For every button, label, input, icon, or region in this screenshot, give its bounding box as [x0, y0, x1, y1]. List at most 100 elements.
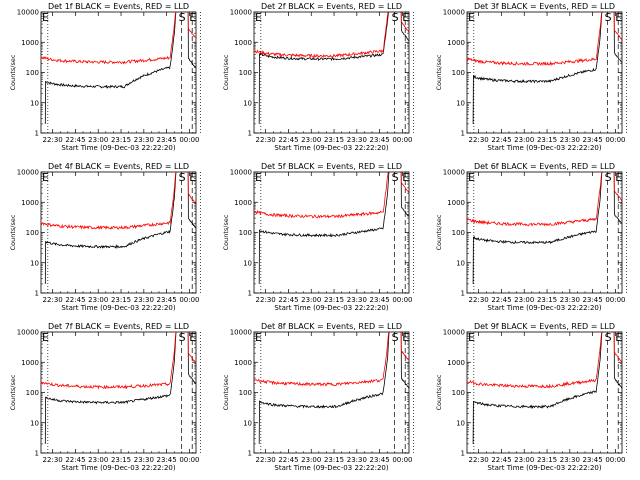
x-tick-label: 23:00	[514, 296, 534, 304]
marker-s: S	[392, 171, 399, 184]
y-axis-label: Counts/sec	[9, 54, 17, 90]
series-red-lld	[254, 12, 409, 59]
y-axis-label: Counts/sec	[222, 374, 230, 410]
x-tick-label: 23:15	[324, 136, 344, 144]
panel-title: Det 6f BLACK = Events, RED = LLD	[474, 162, 615, 171]
y-tick-label: 10000	[17, 9, 39, 17]
series-red-lld	[41, 332, 196, 390]
series-red-lld	[467, 332, 622, 389]
y-tick-label: 10000	[17, 169, 39, 177]
x-tick-label: 23:45	[370, 136, 390, 144]
y-tick-label: 1	[461, 450, 465, 458]
x-tick-label: 22:45	[278, 136, 298, 144]
marker-e-left: E	[468, 11, 475, 24]
x-tick-label: 23:00	[301, 456, 321, 464]
x-axis-label: Start Time (09-Dec-03 22:22:20)	[274, 464, 388, 472]
marker-e-left: E	[42, 171, 49, 184]
x-tick-label: 22:30	[256, 296, 276, 304]
y-tick-label: 1000	[447, 359, 465, 367]
x-tick-label: 23:45	[370, 456, 390, 464]
x-tick-label: 23:45	[583, 136, 603, 144]
panel-det-9: Det 9f BLACK = Events, RED = LLD 1 10 100 10…	[435, 322, 627, 472]
panel-title: Det 4f BLACK = Events, RED = LLD	[48, 162, 189, 171]
panel-det-6: Det 6f BLACK = Events, RED = LLD 1 10 100 10…	[435, 162, 627, 312]
series-black-events	[472, 172, 622, 284]
panel-title: Det 5f BLACK = Events, RED = LLD	[261, 162, 402, 171]
marker-e-left: E	[255, 11, 262, 24]
x-tick-label: 00:00	[605, 136, 625, 144]
x-axis-label: Start Time (09-Dec-03 22:22:20)	[487, 464, 601, 472]
y-tick-label: 10	[243, 259, 252, 267]
x-tick-label: 00:00	[605, 296, 625, 304]
panel-title: Det 1f BLACK = Events, RED = LLD	[48, 2, 189, 11]
y-tick-label: 10	[456, 99, 465, 107]
y-tick-label: 1000	[447, 199, 465, 207]
marker-e-left: E	[42, 331, 49, 344]
series-red-lld	[254, 332, 409, 387]
marker-s: S	[179, 171, 186, 184]
x-tick-label: 22:45	[65, 136, 85, 144]
y-tick-label: 1	[248, 130, 252, 138]
series-red-lld	[254, 172, 409, 219]
x-tick-label: 23:30	[560, 136, 580, 144]
panel-det-1: Det 1f BLACK = Events, RED = LLD 1 10 100 10…	[9, 2, 201, 152]
marker-e: E	[189, 331, 196, 344]
y-tick-label: 1000	[21, 359, 39, 367]
x-tick-label: 22:45	[491, 136, 511, 144]
x-tick-label: 23:45	[583, 456, 603, 464]
y-tick-label: 10000	[230, 9, 252, 17]
y-tick-label: 100	[452, 389, 465, 397]
marker-s: S	[605, 331, 612, 344]
y-tick-label: 100	[26, 389, 39, 397]
series-black-events	[44, 12, 196, 124]
y-tick-label: 100	[452, 69, 465, 77]
x-tick-label: 22:30	[469, 456, 489, 464]
panel-title: Det 7f BLACK = Events, RED = LLD	[48, 322, 189, 331]
series-red-lld	[41, 172, 196, 231]
x-tick-label: 23:30	[560, 296, 580, 304]
x-tick-label: 00:00	[605, 456, 625, 464]
y-axis-label: Counts/sec	[435, 54, 443, 90]
y-axis-label: Counts/sec	[9, 374, 17, 410]
plot-frame	[466, 171, 623, 294]
x-tick-label: 23:15	[111, 456, 131, 464]
x-tick-label: 22:45	[491, 456, 511, 464]
x-tick-label: 23:45	[157, 456, 177, 464]
y-tick-label: 1	[248, 450, 252, 458]
x-tick-label: 22:30	[469, 296, 489, 304]
x-tick-label: 22:45	[65, 456, 85, 464]
panel-det-5: Det 5f BLACK = Events, RED = LLD 1 10 100 10…	[222, 162, 414, 312]
marker-s: S	[605, 171, 612, 184]
x-tick-label: 00:00	[392, 136, 412, 144]
marker-e: E	[615, 11, 622, 24]
x-tick-label: 23:45	[370, 296, 390, 304]
plot-frame	[40, 331, 197, 454]
marker-s: S	[605, 11, 612, 24]
y-tick-label: 1000	[21, 199, 39, 207]
panel-title: Det 2f BLACK = Events, RED = LLD	[261, 2, 402, 11]
y-tick-label: 10000	[17, 329, 39, 337]
series-red-lld	[41, 12, 196, 65]
y-tick-label: 1	[35, 450, 39, 458]
y-tick-label: 100	[26, 229, 39, 237]
panel-title: Det 3f BLACK = Events, RED = LLD	[474, 2, 615, 11]
x-tick-label: 23:15	[324, 456, 344, 464]
x-tick-label: 22:30	[256, 456, 276, 464]
x-tick-label: 23:15	[111, 296, 131, 304]
x-axis-label: Start Time (09-Dec-03 22:22:20)	[61, 464, 175, 472]
x-tick-label: 23:00	[301, 136, 321, 144]
y-tick-label: 100	[239, 389, 252, 397]
marker-e-left: E	[255, 171, 262, 184]
x-tick-label: 22:30	[469, 136, 489, 144]
y-tick-label: 10000	[443, 9, 465, 17]
y-tick-label: 10	[243, 99, 252, 107]
x-tick-label: 22:30	[256, 136, 276, 144]
x-tick-label: 22:30	[43, 456, 63, 464]
series-red-lld	[467, 12, 622, 67]
x-tick-label: 23:00	[514, 136, 534, 144]
y-tick-label: 1	[461, 290, 465, 298]
x-tick-label: 23:30	[134, 296, 154, 304]
x-tick-label: 23:30	[347, 296, 367, 304]
y-tick-label: 1000	[234, 359, 252, 367]
